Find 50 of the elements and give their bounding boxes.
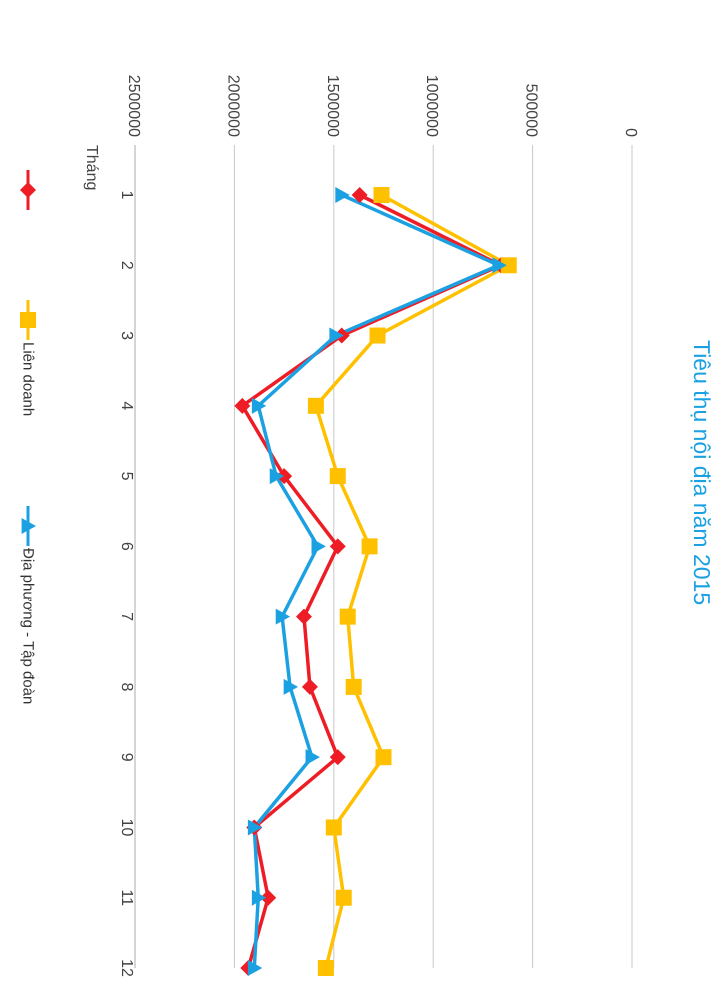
point [340,608,356,625]
point [296,608,312,625]
legend-label: Liên doanh [20,342,36,416]
y-axis-title: Tháng [82,145,100,190]
point [276,608,290,625]
y-tick-label: 3 [118,331,135,340]
point [346,678,362,695]
point [234,398,250,414]
point [302,678,318,695]
point [335,187,350,203]
point [330,538,346,554]
point [336,890,352,906]
point [500,257,517,274]
text: Tiêu thụ nội địa năm 2015 [688,340,715,606]
point [252,398,266,414]
y-tick-label: 10 [118,818,135,836]
point [270,468,284,484]
y-tick-label: 4 [118,401,135,410]
y-tick-label: 6 [118,542,135,551]
x-tick-label: 0 [622,128,639,138]
y-tick-label: 8 [118,682,135,692]
y-tick-label: 5 [118,472,135,481]
y-tick-label: 9 [118,752,135,762]
point [376,749,392,766]
point [329,328,344,344]
point [352,187,368,203]
point [330,468,346,484]
y-tick-label: 2 [118,260,135,270]
y-tick-label: 1 [118,190,135,200]
point [318,960,334,976]
point [248,960,262,976]
y-tick-label: 7 [118,612,135,622]
y-tick-label: 12 [118,959,135,977]
y-tick-label: 11 [118,889,135,906]
x-tick-label: 1000000 [423,74,440,138]
x-tick-label: 2000000 [224,74,242,138]
point [306,749,320,766]
point [252,890,266,906]
point [326,819,342,836]
point [370,328,386,344]
x-tick-label: 2500000 [125,74,142,138]
legend-label: Địa phương - Tập đoàn [20,548,36,705]
point [284,678,298,695]
point [311,538,326,554]
point [374,187,390,203]
x-tick-label: 500000 [522,84,540,138]
point [330,749,346,766]
point [308,398,324,414]
point [362,538,378,554]
x-tick-label: 1500000 [324,74,341,138]
